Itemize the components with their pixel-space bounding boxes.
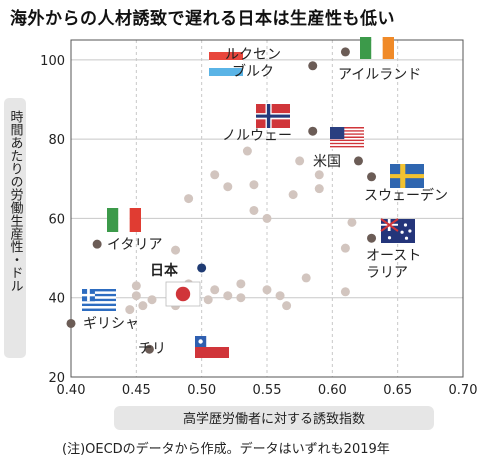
x-tick-label: 0.40: [57, 383, 86, 398]
flag-ireland-icon: [360, 37, 394, 59]
data-point: [288, 190, 298, 200]
y-tick-label: 40: [48, 292, 65, 307]
data-point: [249, 180, 259, 190]
flag-italy-icon: [107, 208, 141, 232]
point-label-australia: オースト: [366, 248, 421, 264]
flag-luxembourg-icon: [209, 52, 243, 76]
data-point: [340, 243, 350, 253]
data-point-italy: [92, 239, 102, 249]
flag-sweden-icon: [390, 164, 424, 188]
data-point: [347, 217, 357, 227]
data-point: [223, 182, 233, 192]
data-point: [171, 245, 181, 255]
plot-frame: [70, 39, 464, 378]
data-point: [131, 281, 141, 291]
data-point: [275, 291, 285, 301]
x-tick-label: 0.45: [122, 383, 151, 398]
point-label-norway: ノルウェー: [222, 128, 292, 144]
data-point: [125, 305, 135, 315]
data-point: [314, 184, 324, 194]
y-axis-label-box: [4, 98, 26, 358]
data-point: [340, 287, 350, 297]
data-point-chile: [144, 344, 154, 354]
data-point: [242, 146, 252, 156]
flag-greece-icon: [82, 289, 116, 311]
data-point-norway: [308, 126, 318, 136]
data-point: [282, 301, 292, 311]
point-label-japan: 日本: [150, 262, 179, 279]
point-label-italy: イタリア: [107, 237, 162, 253]
y-tick-label: 100: [40, 54, 65, 69]
data-point: [249, 205, 259, 215]
data-point: [210, 170, 220, 180]
data-point-sweden: [367, 172, 377, 182]
data-point: [301, 273, 311, 283]
point-label-chile: チリ: [138, 341, 166, 357]
y-tick-label: 80: [48, 133, 65, 148]
data-point: [131, 291, 141, 301]
point-label-australia: ラリア: [366, 265, 408, 281]
flag-usa-icon: [330, 127, 364, 149]
data-point: [314, 170, 324, 180]
flag-norway-icon: [256, 104, 290, 128]
chart-title: 海外からの人材誘致で遅れる日本は生産性も低い: [10, 9, 395, 29]
data-point: [147, 295, 157, 305]
point-label-greece: ギリシャ: [83, 316, 139, 332]
data-point: [295, 156, 305, 166]
y-tick-label: 20: [48, 371, 65, 386]
data-point-greece: [66, 318, 76, 328]
x-axis-label-box: [114, 406, 434, 430]
data-point-luxembourg: [308, 61, 318, 71]
flag-japan-icon: [165, 281, 201, 307]
point-label-sweden: スウェーデン: [364, 187, 448, 204]
data-point: [262, 285, 272, 295]
x-tick-label: 0.65: [383, 383, 412, 398]
data-point-ireland: [340, 47, 350, 57]
point-label-ireland: アイルランド: [338, 67, 421, 83]
data-point-usa: [353, 156, 363, 166]
data-point: [138, 301, 148, 311]
data-point: [203, 295, 213, 305]
data-point: [184, 194, 194, 204]
point-label-luxembourg: ルクセン: [225, 47, 281, 63]
x-tick-label: 0.60: [318, 383, 347, 398]
data-point: [223, 291, 233, 301]
data-point-japan: [197, 263, 207, 273]
data-point: [210, 285, 220, 295]
x-tick-label: 0.55: [253, 383, 282, 398]
point-label-usa: 米国: [313, 154, 341, 170]
flag-australia-icon: [380, 218, 415, 243]
x-tick-label: 0.70: [449, 383, 478, 398]
data-point: [236, 279, 246, 289]
data-point: [236, 293, 246, 303]
chart-note: (注)OECDのデータから作成。データはいずれも2019年: [62, 442, 390, 457]
data-point: [262, 213, 272, 223]
point-label-luxembourg: ブルク: [232, 63, 274, 80]
x-tick-label: 0.50: [187, 383, 216, 398]
y-axis-label: 時間あたりの労働生産性・ドル: [8, 110, 24, 292]
x-axis-label: 高学歴労働者に対する誘致指数: [183, 411, 365, 427]
flag-chile-icon: [195, 336, 229, 358]
data-point-australia: [367, 233, 377, 243]
y-tick-label: 60: [48, 212, 65, 227]
